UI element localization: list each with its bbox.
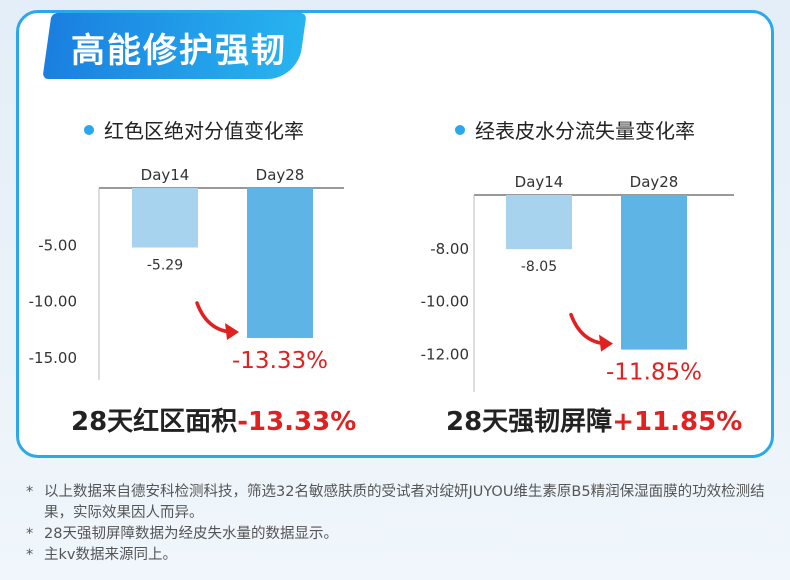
right-chart-title: 经表皮水分流失量变化率 [475,119,695,143]
y-tick-label: -15.00 [29,349,77,367]
footnote-text: 28天强韧屏障数据为经皮失水量的数据显示。 [44,526,338,542]
bar [247,188,313,338]
left-summary: 28天红区面积-13.33% [71,401,356,438]
y-tick-label: -5.00 [38,236,77,254]
footnote: * 主kv数据来源同上。 [26,545,771,566]
category-label: Day14 [515,173,564,191]
footnote: * 28天强韧屏障数据为经皮失水量的数据显示。 [26,524,771,545]
footnote: * 以上数据来自德安科检测科技，筛选32名敏感肤质的受试者对绽妍JUYOU维生素原… [26,482,771,524]
left-summary-value: -13.33% [237,407,357,437]
y-tick-label: -10.00 [421,293,469,311]
bar [132,188,198,248]
right-summary-prefix: 28天强韧屏障 [446,407,613,437]
bullet-dot-icon [84,125,94,135]
arrow-head-icon [599,334,613,352]
results-card: 高能修护强韧 红色区绝对分值变化率 -5.00 -10.00 -15.00 Day14… [16,10,774,458]
page-title: 高能修护强韧 [71,31,287,71]
bullet-dot-icon [455,125,465,135]
data-label-highlight: -11.85% [606,360,702,386]
left-summary-prefix: 28天红区面积 [71,407,238,437]
data-label-highlight: -13.33% [232,348,328,374]
footnote-marker: * [26,526,34,542]
bar [621,195,687,350]
footnote-marker: * [26,547,34,563]
data-label: -5.29 [147,258,183,274]
footnote-text: 以上数据来自德安科检测科技，筛选32名敏感肤质的受试者对绽妍JUYOU维生素原B… [44,484,765,521]
footnote-text: 主kv数据来源同上。 [44,547,177,563]
left-chart-title: 红色区绝对分值变化率 [104,119,304,143]
category-label: Day28 [256,166,305,184]
bar [506,195,572,250]
footnote-marker: * [26,484,34,500]
right-chart: -8.00 -10.00 -12.00 Day14 -8.05 Day28 -11.85% [421,173,734,392]
arrow-head-icon [225,322,239,340]
y-tick-label: -12.00 [421,346,469,364]
footnotes: * 以上数据来自德安科检测科技，筛选32名敏感肤质的受试者对绽妍JUYOU维生素原… [26,482,771,566]
y-tick-label: -10.00 [29,293,77,311]
left-chart: -5.00 -10.00 -15.00 Day14 -5.29 Day28 -13.33% [29,166,344,380]
right-summary-value: +11.85% [612,407,743,437]
category-label: Day28 [630,173,679,191]
data-label: -8.05 [521,259,557,275]
category-label: Day14 [141,166,190,184]
y-tick-label: -8.00 [430,240,469,258]
right-summary: 28天强韧屏障+11.85% [446,401,742,438]
